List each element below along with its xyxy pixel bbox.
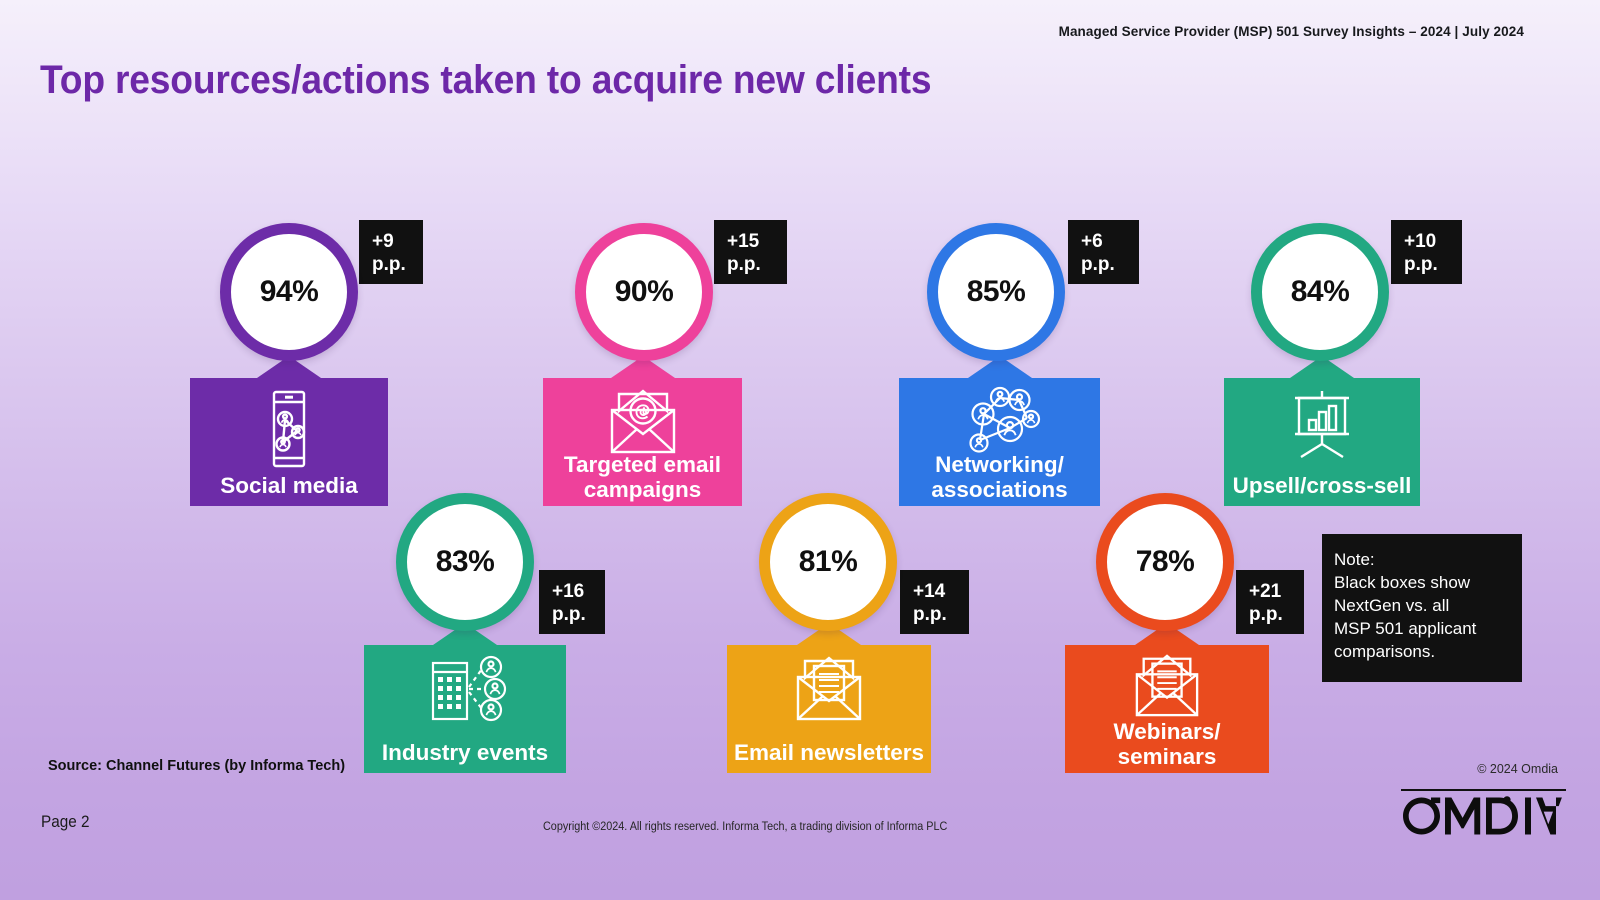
delta-value: +10 [1404, 231, 1437, 252]
presentation-chart-icon [1283, 388, 1361, 465]
email-at-envelope-icon [602, 386, 684, 461]
card-industry-events: Industry events [364, 623, 566, 773]
bubble-value: 84% [1290, 275, 1350, 308]
card-label-email-newsletters: Email newsletters [733, 739, 925, 765]
card-networking-associations: Networking/ associations [899, 356, 1100, 506]
note-line-4: MSP 501 applicant [1334, 619, 1477, 639]
card-notch [257, 356, 321, 378]
delta-unit: p.p. [552, 604, 586, 626]
bubble-value: 83% [435, 545, 495, 578]
delta-chip-industry-events: +16 p.p. [539, 570, 605, 634]
bubble-webinars-seminars: 78% [1096, 493, 1234, 631]
slide-kicker: Managed Service Provider (MSP) 501 Surve… [1058, 24, 1524, 39]
note-line-5: comparisons. [1334, 642, 1436, 662]
newsletter-envelope-icon [788, 653, 870, 728]
delta-value: +9 [372, 231, 394, 252]
delta-value: +6 [1081, 231, 1103, 252]
people-network-icon [955, 386, 1045, 463]
delta-value: +16 [552, 581, 585, 602]
bubble-targeted-email-campaigns: 90% [575, 223, 713, 361]
delta-chip-email-newsletters: +14 p.p. [900, 570, 969, 634]
label-line-1: Networking/ [935, 451, 1064, 477]
delta-value: +15 [727, 231, 760, 252]
delta-chip-social-media: +9 p.p. [359, 220, 423, 284]
card-webinars-seminars: Webinars/ seminars [1065, 623, 1269, 773]
page-title: Top resources/actions taken to acquire n… [40, 58, 932, 102]
delta-value: +21 [1249, 581, 1282, 602]
note-box: Note: Black boxes show NextGen vs. all M… [1322, 534, 1522, 682]
delta-chip-targeted-email-campaigns: +15 p.p. [714, 220, 787, 284]
omdia-logo [1401, 795, 1567, 837]
card-notch [967, 356, 1032, 378]
building-people-icon [419, 653, 511, 728]
delta-unit: p.p. [1249, 604, 1283, 626]
bubble-value: 78% [1135, 545, 1195, 578]
label-line-2: campaigns [583, 476, 702, 502]
bubble-value: 81% [798, 545, 858, 578]
copyright-notice: Copyright ©2024. All rights reserved. In… [543, 821, 948, 833]
mobile-social-network-icon [263, 390, 315, 473]
card-label-webinars-seminars: Webinars/ seminars [1065, 719, 1269, 769]
note-line-3: NextGen vs. all [1334, 596, 1450, 616]
bubble-networking-associations: 85% [927, 223, 1065, 361]
bubble-value: 85% [966, 275, 1026, 308]
card-notch [1290, 356, 1354, 378]
logo-divider [1401, 789, 1566, 791]
delta-chip-networking-associations: +6 p.p. [1068, 220, 1139, 284]
delta-chip-upsell-cross-sell: +10 p.p. [1391, 220, 1462, 284]
bubble-value: 94% [259, 275, 319, 308]
note-line-2: Black boxes show [1334, 573, 1471, 593]
label-line-2: seminars [1117, 743, 1217, 769]
delta-unit: p.p. [372, 254, 406, 276]
card-email-newsletters: Email newsletters [727, 623, 931, 773]
newsletter-envelope-icon [1126, 651, 1208, 724]
label-line-1: Webinars/ [1113, 718, 1221, 744]
bubble-social-media: 94% [220, 223, 358, 361]
page-number: Page 2 [41, 812, 90, 831]
delta-chip-webinars-seminars: +21 p.p. [1236, 570, 1304, 634]
bubble-email-newsletters: 81% [759, 493, 897, 631]
card-label-targeted-email-campaigns: Targeted email campaigns [543, 452, 742, 502]
note-line-1: Note: [1334, 550, 1375, 569]
delta-unit: p.p. [1404, 254, 1438, 276]
label-line-1: Targeted email [563, 451, 722, 477]
card-upsell-cross-sell: Upsell/cross-sell [1224, 356, 1420, 506]
bubble-value: 90% [614, 275, 674, 308]
card-label-upsell-cross-sell: Upsell/cross-sell [1232, 472, 1412, 498]
card-label-social-media: Social media [220, 472, 358, 498]
delta-unit: p.p. [1081, 254, 1115, 276]
bubble-upsell-cross-sell: 84% [1251, 223, 1389, 361]
delta-unit: p.p. [727, 254, 761, 276]
bubble-industry-events: 83% [396, 493, 534, 631]
card-social-media: Social media [190, 356, 388, 506]
delta-value: +14 [913, 581, 946, 602]
card-label-networking-associations: Networking/ associations [899, 452, 1100, 502]
delta-unit: p.p. [913, 604, 947, 626]
card-label-industry-events: Industry events [381, 739, 549, 765]
label-line-2: associations [931, 476, 1068, 502]
card-notch [610, 356, 675, 378]
omdia-copyright: © 2024 Omdia [1477, 762, 1558, 776]
card-targeted-email-campaigns: Targeted email campaigns [543, 356, 742, 506]
source-attribution: Source: Channel Futures (by Informa Tech… [48, 758, 346, 774]
